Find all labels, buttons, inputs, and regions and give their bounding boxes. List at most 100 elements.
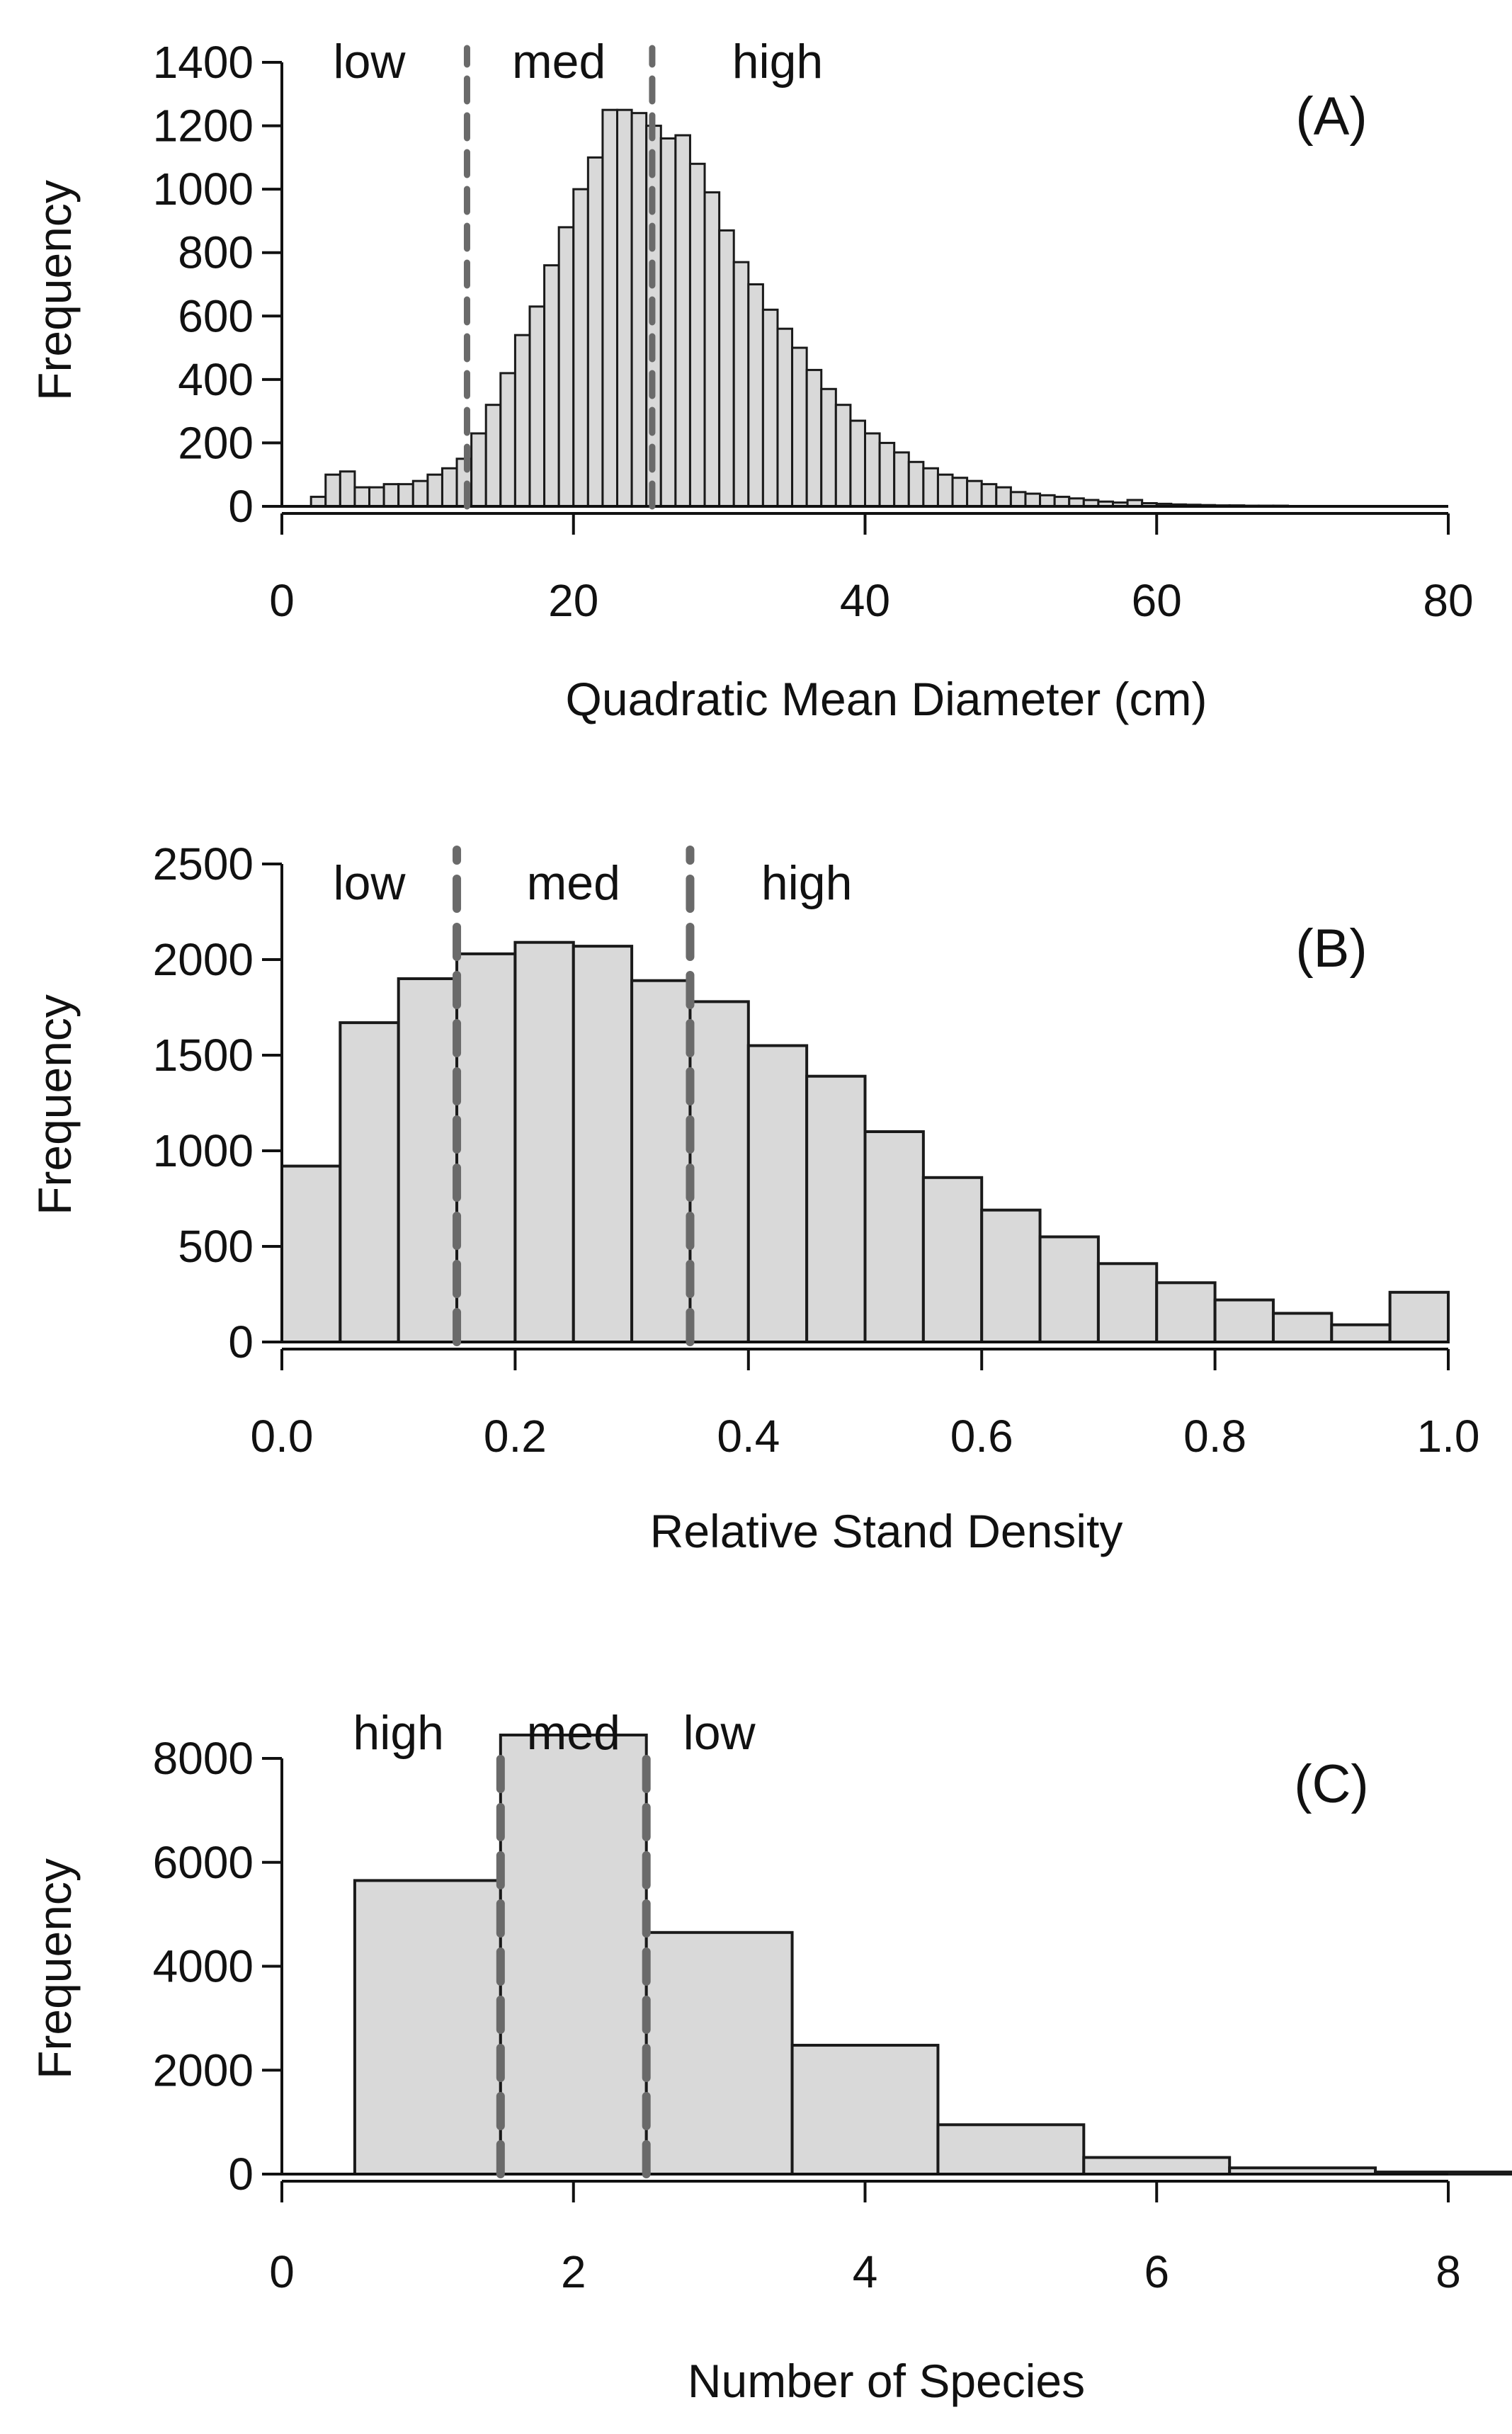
class-label: low [334,35,407,89]
x-tick-label: 1.0 [1417,1411,1480,1462]
x-tick-label: 0 [269,2246,295,2297]
histogram-bar [922,467,939,508]
histogram-bar [557,226,575,508]
histogram-bar [426,473,443,508]
histogram-bar [732,261,750,508]
y-tick-label: 200 [178,417,254,468]
histogram-bar [746,1044,809,1343]
histogram-bar [718,229,735,508]
histogram-panel-b: 0 500 1000 1500 2000 2500 0.0 0.2 0.4 0.6 0.8 1.0 Re… [28,838,1479,1557]
histogram-bar [324,473,341,508]
histogram-bar [397,483,414,508]
histogram-bar [936,473,954,508]
histogram-bar [805,368,823,508]
y-tick-label: 400 [178,354,254,405]
y-tick-label: 1000 [153,164,254,215]
histogram-bar [339,1021,400,1343]
x-tick-label: 0.4 [717,1411,780,1462]
x-tick-label: 6 [1144,2246,1169,2297]
histogram-bar [572,945,634,1343]
x-tick-label: 0.6 [950,1411,1013,1462]
y-axis-title: Frequency [28,180,81,401]
y-tick-label: 6000 [153,1837,254,1888]
histogram-bar [397,977,459,1343]
y-tick-label: 2000 [153,934,254,985]
histogram-bar [470,432,487,508]
y-axis-title: Frequency [28,1858,81,2079]
histogram-bar [1053,496,1071,508]
histogram-bar [1330,1323,1392,1343]
histogram-bar [1009,491,1027,508]
x-tick-label: 80 [1423,575,1473,626]
y-tick-label: 500 [178,1221,254,1272]
panel-label: (A) [1295,86,1367,147]
histogram-bar [747,283,764,508]
x-tick-label: 4 [853,2246,878,2297]
histogram-bar [980,1208,1042,1343]
x-tick-label: 0 [269,575,295,626]
class-label: low [683,1706,756,1760]
histogram-bar [1271,1312,1334,1343]
histogram-bar [630,112,648,508]
histogram-bar [513,940,575,1343]
histogram-bar [659,137,677,508]
histogram-panel-c: 0 2000 4000 6000 8000 0 2 4 6 8 Number of Species F… [28,1706,1512,2407]
class-label: med [512,35,606,89]
histogram-bar [966,479,983,508]
histogram-bar [499,1733,648,2176]
histogram-bar [353,1879,502,2176]
histogram-bar [572,188,589,508]
x-tick-label: 2 [561,2246,586,2297]
class-label: med [527,856,620,910]
histogram-bar [513,334,531,508]
histogram-bar [878,441,896,508]
histogram-bar [936,2123,1086,2176]
y-tick-label: 1500 [153,1030,254,1081]
histogram-bar [791,346,808,508]
y-tick-label: 0 [228,2149,254,2200]
histogram-bar [893,451,910,508]
y-tick-label: 0 [228,481,254,532]
histogram-bar [353,486,371,508]
histogram-bar [440,467,458,508]
y-tick-label: 800 [178,227,254,278]
histogram-bar [1039,494,1056,508]
histogram-bar [1082,2156,1232,2176]
histogram-bar [309,496,327,508]
x-tick-label: 60 [1132,575,1182,626]
histogram-bar [995,486,1012,508]
histogram-bar [864,432,881,508]
histogram-bar [863,1130,925,1343]
class-label: high [732,35,824,89]
histogram-bar [499,372,516,508]
x-tick-label: 0.2 [484,1411,547,1462]
histogram-bar [776,327,794,508]
class-label: high [761,856,853,910]
histogram-bar [543,264,560,508]
histogram-bar [280,1164,342,1343]
histogram-bar [951,477,969,508]
histogram-bar [586,156,604,508]
x-tick-label: 20 [548,575,598,626]
y-axis-title: Frequency [28,994,81,1215]
y-tick-label: 8000 [153,1733,254,1784]
histogram-bar [688,1000,750,1344]
x-tick-label: 8 [1436,2246,1461,2297]
x-axis-title: Relative Stand Density [650,1505,1123,1557]
histogram-bar [616,108,633,508]
histogram-bar [980,483,998,508]
y-tick-label: 1200 [153,101,254,152]
histogram-bar [411,479,429,508]
histogram-panel-a: 0 200 400 600 800 1000 1200 1400 0 20 40 60 80 Quadra… [28,35,1474,725]
histogram-bar [1096,1262,1159,1344]
histogram-bar [339,470,356,508]
histogram-bar [820,387,837,508]
histogram-bar [761,308,779,508]
class-label: med [527,1706,620,1760]
x-tick-label: 40 [840,575,890,626]
histogram-bar [528,305,546,508]
panel-label: (C) [1294,1754,1369,1814]
histogram-bar [368,486,385,508]
y-tick-label: 0 [228,1316,254,1367]
